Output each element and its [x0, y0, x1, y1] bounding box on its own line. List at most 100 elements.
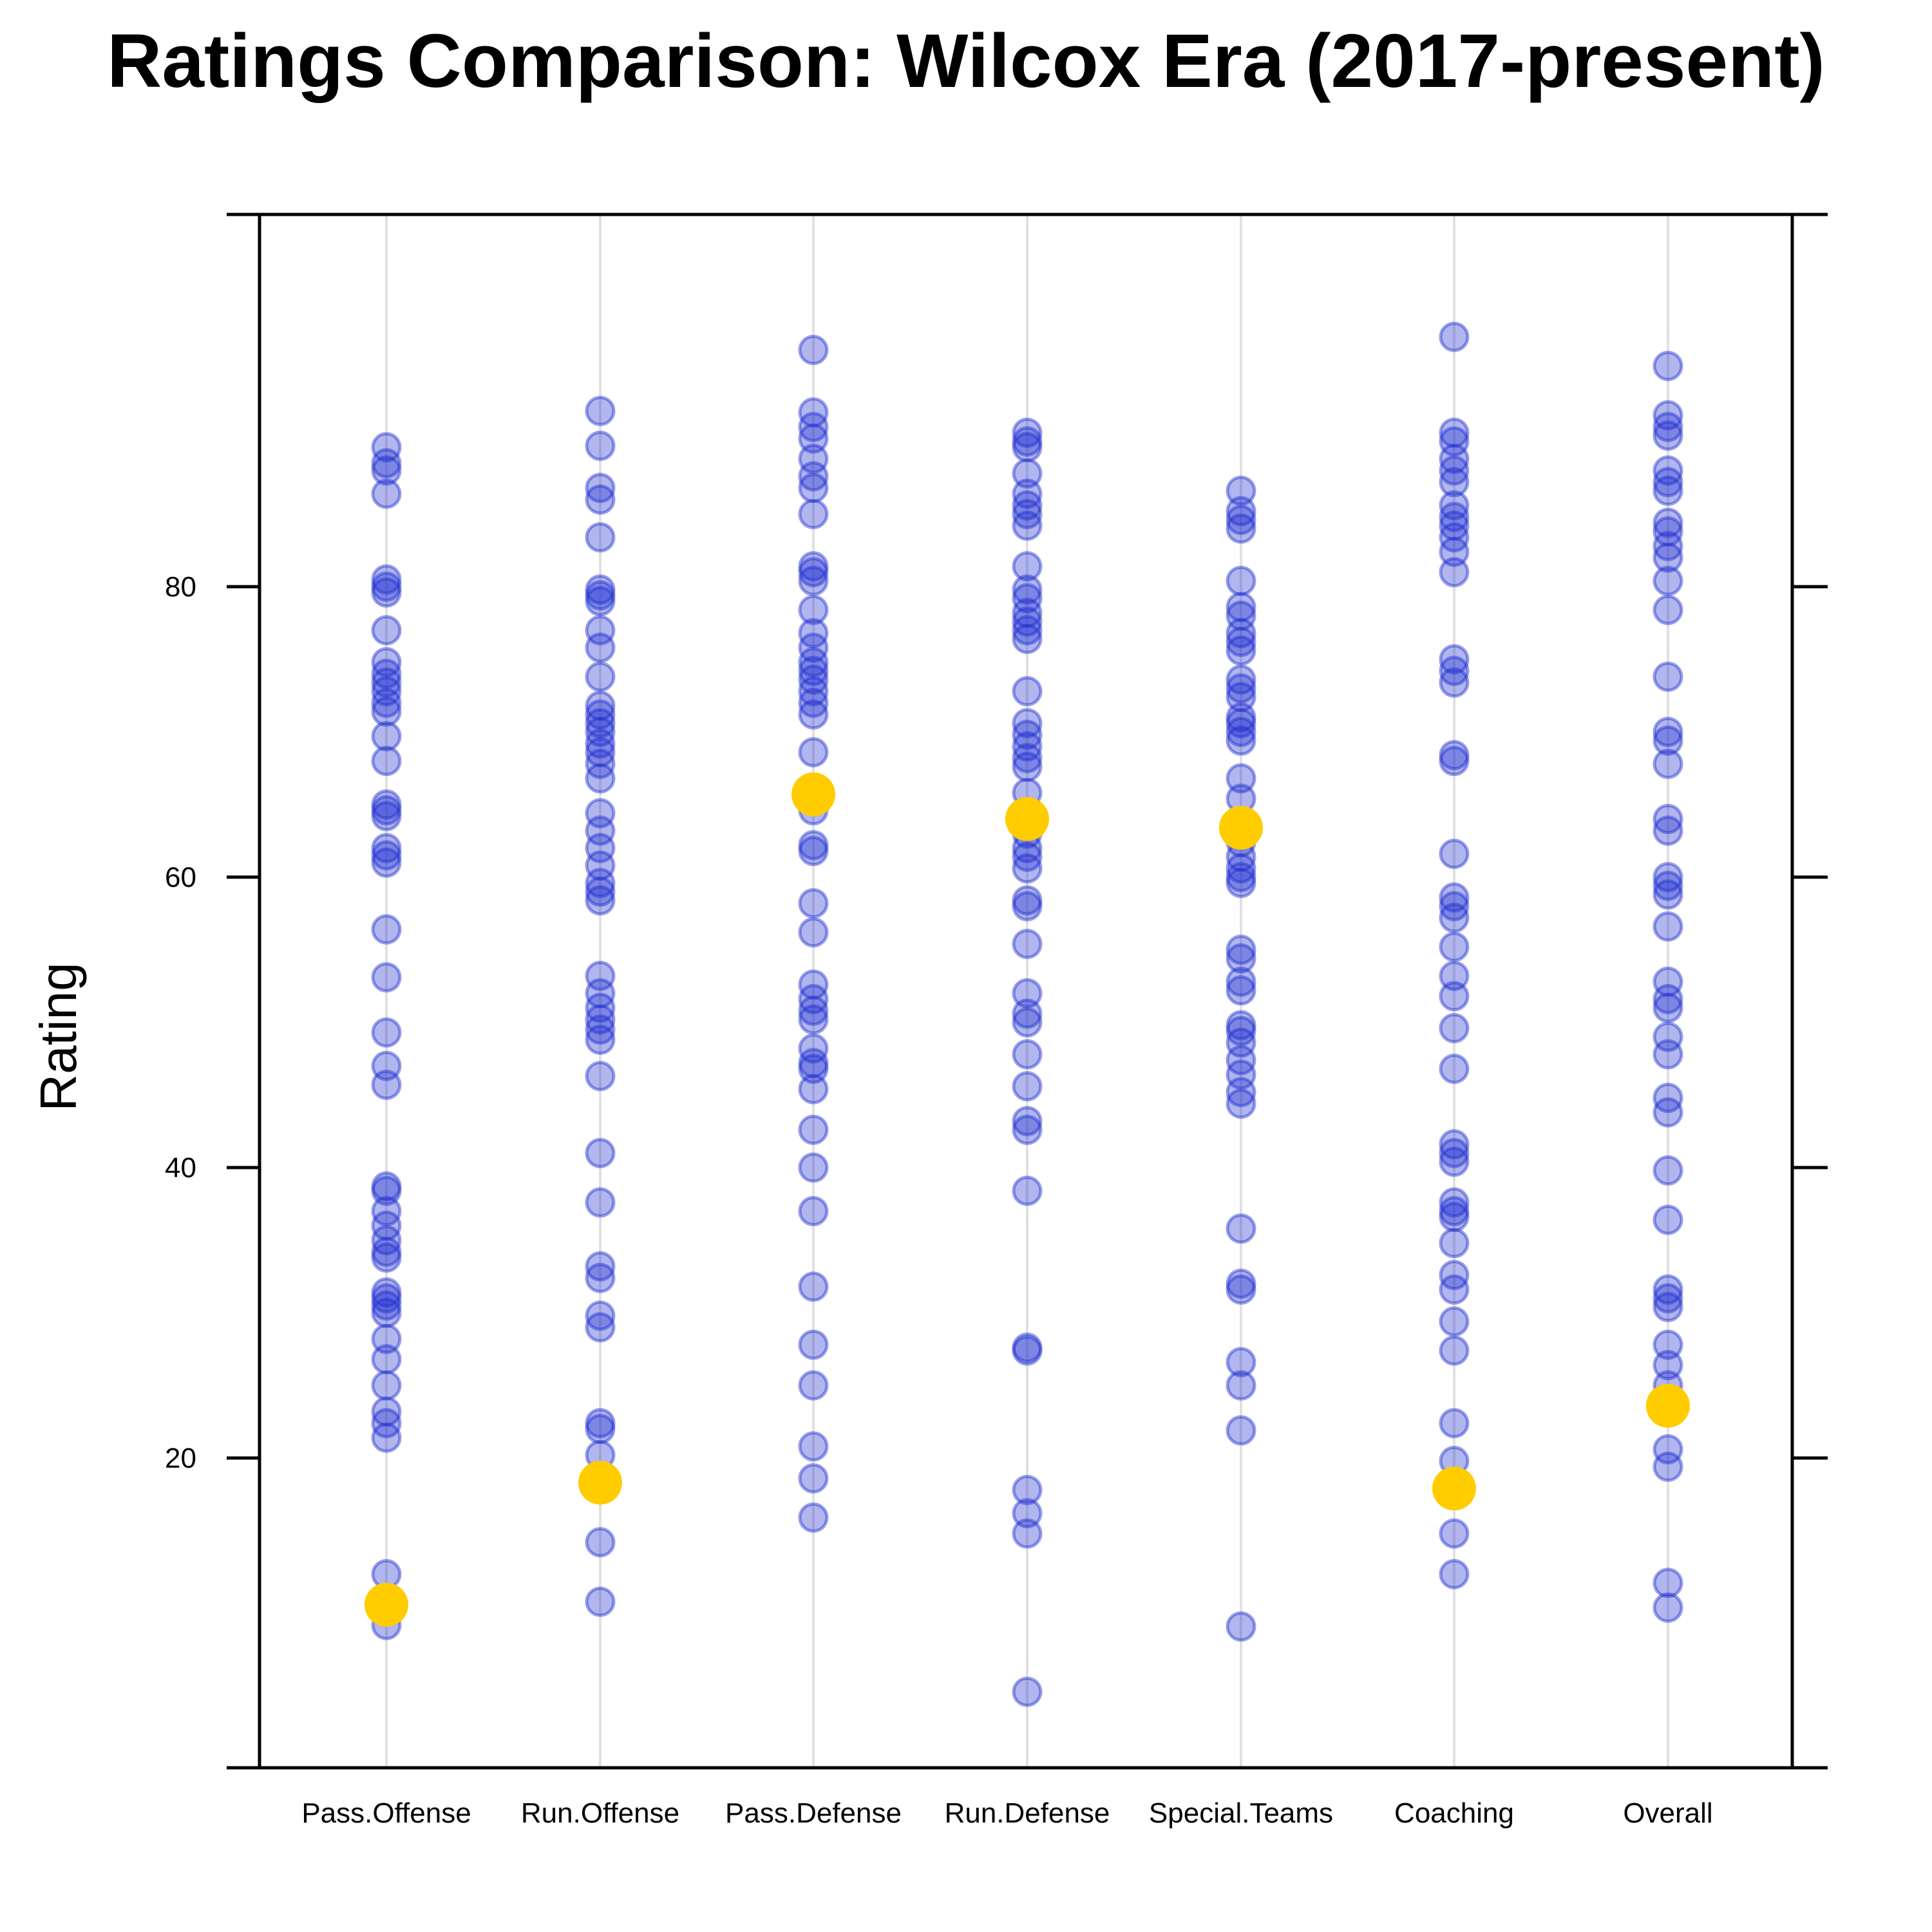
- data-point: [1226, 867, 1256, 898]
- data-point: [585, 586, 616, 617]
- data-point: [1653, 1021, 1683, 1052]
- data-point: [798, 656, 829, 687]
- data-point: [585, 1408, 616, 1439]
- data-point: [1439, 522, 1470, 553]
- data-point: [1653, 871, 1683, 902]
- data-point: [798, 618, 829, 649]
- data-point: [1226, 664, 1256, 695]
- data-point: [371, 1242, 402, 1273]
- data-point: [1226, 627, 1256, 658]
- data-point: [585, 885, 616, 916]
- data-point: [798, 1114, 829, 1145]
- data-point: [585, 661, 616, 692]
- data-point: [371, 577, 402, 608]
- data-point: [1012, 574, 1043, 605]
- data-point: [1653, 661, 1683, 692]
- data-point: [1012, 743, 1043, 773]
- data-point: [1439, 467, 1470, 498]
- data-point: [371, 1422, 402, 1453]
- data-point: [1012, 426, 1043, 457]
- data-point: [585, 728, 616, 759]
- data-point: [1439, 1054, 1470, 1084]
- data-point: [585, 1312, 616, 1343]
- data-point: [371, 455, 402, 486]
- data-point: [1439, 1129, 1470, 1160]
- data-point: [371, 1196, 402, 1227]
- data-point: [1653, 879, 1683, 910]
- data-point: [1653, 420, 1683, 451]
- data-point: [798, 556, 829, 587]
- data-point: [585, 1251, 616, 1282]
- data-point: [1012, 841, 1043, 872]
- data-point: [1653, 1567, 1683, 1598]
- data-point: [1653, 1274, 1683, 1305]
- data-point: [1012, 1332, 1043, 1363]
- data-point: [1012, 510, 1043, 541]
- data-point: [585, 1004, 616, 1035]
- data-point: [585, 522, 616, 553]
- data-point: [1012, 598, 1043, 629]
- data-point: [1653, 412, 1683, 442]
- data-point: [1012, 1676, 1043, 1707]
- highlight-point-run-offense: [578, 1461, 622, 1505]
- data-point: [798, 737, 829, 768]
- data-point: [798, 647, 829, 677]
- data-point: [1653, 1039, 1683, 1070]
- data-point: [1439, 1202, 1470, 1233]
- data-point: [798, 1004, 829, 1035]
- data-point: [1012, 1007, 1043, 1037]
- data-point: [585, 876, 616, 907]
- data-point: [371, 833, 402, 864]
- data-point: [371, 1069, 402, 1100]
- data-point: [1653, 475, 1683, 506]
- data-point: [798, 397, 829, 428]
- data-point: [585, 1187, 616, 1218]
- data-point: [371, 840, 402, 871]
- data-point: [1439, 1335, 1470, 1366]
- data-point: [1439, 882, 1470, 913]
- data-point: [798, 1054, 829, 1084]
- data-point: [1653, 594, 1683, 625]
- data-point: [1653, 542, 1683, 573]
- data-point: [1226, 1415, 1256, 1446]
- data-point: [1012, 1114, 1043, 1145]
- data-point: [1012, 885, 1043, 916]
- data-point: [1439, 1558, 1470, 1589]
- data-point: [798, 1152, 829, 1183]
- data-point: [585, 748, 616, 779]
- data-point: [798, 423, 829, 454]
- data-point: [1653, 862, 1683, 893]
- data-point: [585, 690, 616, 721]
- data-point: [585, 960, 616, 991]
- data-point: [1653, 467, 1683, 498]
- data-points: [371, 321, 1683, 1707]
- data-point: [798, 334, 829, 365]
- data-point: [798, 699, 829, 730]
- data-point: [1012, 606, 1043, 637]
- data-point: [1439, 891, 1470, 922]
- data-point: [1012, 583, 1043, 614]
- data-point: [1012, 676, 1043, 706]
- data-point: [1012, 752, 1043, 782]
- data-point: [371, 1396, 402, 1427]
- data-point: [585, 430, 616, 461]
- chart-title: Ratings Comparison: Wilcox Era (2017-pre…: [107, 19, 1825, 104]
- x-tick-label-overall: Overall: [1623, 1797, 1712, 1829]
- data-point: [798, 1048, 829, 1079]
- data-point: [1439, 981, 1470, 1012]
- data-point: [371, 658, 402, 689]
- data-point: [798, 664, 829, 695]
- data-point: [1226, 565, 1256, 596]
- data-point: [371, 1290, 402, 1321]
- data-point: [371, 1344, 402, 1375]
- data-point: [1439, 746, 1470, 777]
- data-point: [1012, 1498, 1043, 1529]
- data-point: [1012, 708, 1043, 739]
- data-point: [371, 962, 402, 993]
- data-point: [798, 1431, 829, 1462]
- data-point: [1439, 902, 1470, 933]
- data-point: [1226, 1088, 1256, 1119]
- data-point: [798, 1370, 829, 1401]
- data-point: [371, 1298, 402, 1328]
